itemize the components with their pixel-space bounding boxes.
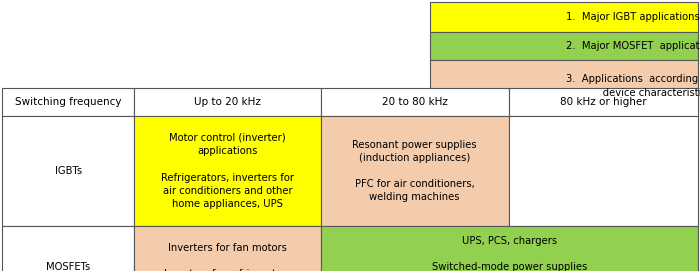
Text: 1.  Major IGBT applications: 1. Major IGBT applications [566, 12, 700, 22]
Bar [134, 116, 321, 226]
Bar [134, 226, 321, 271]
Bar [321, 226, 698, 271]
Text: Motor control (inverter)
applications

Refrigerators, inverters for
air conditio: Motor control (inverter) applications Re… [161, 133, 294, 209]
Bar [509, 116, 698, 226]
Text: UPS, PCS, chargers

Switched-mode power supplies

DC-DC converters: UPS, PCS, chargers Switched-mode power s… [432, 236, 587, 271]
Bar [430, 60, 698, 112]
Text: IGBTs: IGBTs [55, 166, 82, 176]
Bar [430, 32, 698, 60]
Text: Switching frequency: Switching frequency [15, 97, 121, 107]
Bar [2, 88, 134, 116]
Text: 2.  Major MOSFET  applications: 2. Major MOSFET applications [566, 41, 700, 51]
Bar [2, 116, 134, 226]
Bar [2, 226, 134, 271]
Text: Resonant power supplies
(induction appliances)

PFC for air conditioners,
weldin: Resonant power supplies (induction appli… [352, 140, 477, 202]
Bar [430, 2, 698, 32]
Text: MOSFETs: MOSFETs [46, 263, 90, 271]
Bar [509, 88, 698, 116]
Text: Up to 20 kHz: Up to 20 kHz [194, 97, 261, 107]
Text: 20 to 80 kHz: 20 to 80 kHz [382, 97, 448, 107]
Text: 80 kHz or higher: 80 kHz or higher [560, 97, 647, 107]
Text: Inverters for fan motors

Inverters for refrigerators
and air conditioners: Inverters for fan motors Inverters for r… [164, 243, 291, 271]
Bar [321, 88, 509, 116]
Bar [321, 116, 509, 226]
Text: 3.  Applications  according to the
      device characteristics: 3. Applications according to the device … [566, 75, 700, 98]
Bar [134, 88, 321, 116]
